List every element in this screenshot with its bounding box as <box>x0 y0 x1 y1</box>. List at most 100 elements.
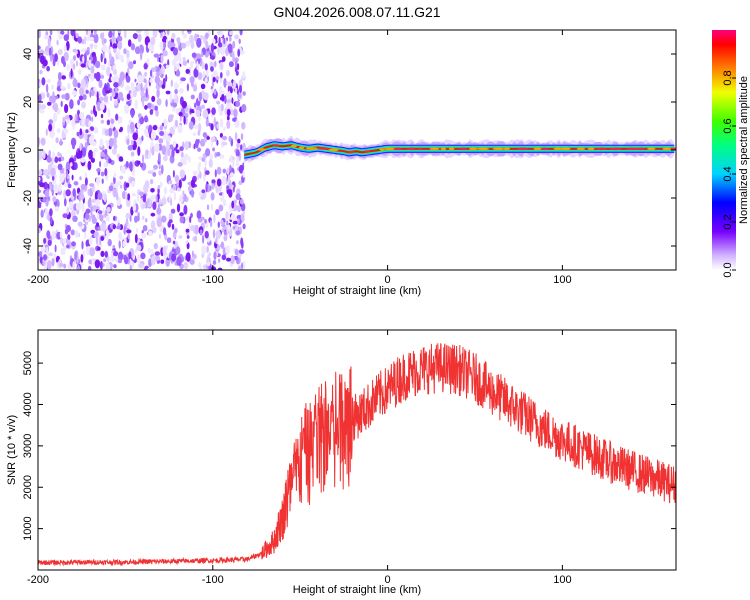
heatmap-noise-cell <box>228 82 233 87</box>
heatmap-noise-cell <box>149 109 154 115</box>
heatmap-noise-cell <box>113 250 119 257</box>
heatmap-noise-cell <box>57 151 60 157</box>
heatmap-noise-cell <box>228 135 232 142</box>
heatmap-noise-cell <box>224 95 227 104</box>
heatmap-noise-cell <box>59 138 62 146</box>
heatmap-noise-cell <box>174 174 180 183</box>
snr-panel: -200 -100 0 100 1000 2000 3000 4000 5000 Height… <box>6 329 677 596</box>
heatmap-noise-cell <box>193 124 198 129</box>
heatmap-noise-cell <box>234 87 238 93</box>
heatmap-noise-cell <box>230 255 235 265</box>
heatmap-noise-cell <box>231 51 235 60</box>
heatmap-noise-cell <box>72 261 76 270</box>
heatmap-noise-cell <box>100 236 105 241</box>
heatmap-noise-cell <box>74 162 78 170</box>
heatmap-noise-cell <box>61 94 66 99</box>
heatmap-noise-cell <box>204 77 208 83</box>
heatmap-noise-cell <box>147 170 153 175</box>
heatmap-noise-cell <box>117 116 123 124</box>
heatmap-noise-cell <box>39 69 43 75</box>
heatmap-noise-cell <box>162 245 167 256</box>
heatmap-noise-cell <box>52 175 55 181</box>
heatmap-noise-cell <box>186 240 189 245</box>
heatmap-noise-cell <box>96 168 101 172</box>
heatmap-noise-cell <box>127 193 131 201</box>
heatmap-noise-cell <box>113 264 117 269</box>
heatmap-noise-cell <box>171 223 175 230</box>
heatmap-noise-cell <box>52 196 57 203</box>
heatmap-noise-cell <box>156 88 160 99</box>
heatmap-noise-cell <box>107 238 112 247</box>
heatmap-noise-cell <box>42 260 46 266</box>
heatmap-noise-cell <box>38 251 43 258</box>
heatmap-noise-cell <box>54 156 59 163</box>
heatmap-track-peak <box>560 147 571 151</box>
heatmap-noise-cell <box>212 260 217 265</box>
heatmap-noise-cell <box>55 137 59 144</box>
heatmap-noise-cell <box>168 219 173 224</box>
heatmap-noise-cell <box>218 258 221 263</box>
heatmap-track-peak <box>459 147 467 151</box>
heatmap-noise-cell <box>79 176 82 181</box>
colorbar-tick-label: 0.8 <box>722 70 734 85</box>
heatmap-noise-cell <box>223 230 227 236</box>
heatmap-noise-cell <box>204 159 207 167</box>
y-tick-label: 40 <box>22 48 34 60</box>
heatmap-noise-cell <box>97 210 103 215</box>
heatmap-noise-cell <box>131 192 136 197</box>
heatmap-noise-cell <box>104 148 108 155</box>
heatmap-noise-cell <box>130 43 136 51</box>
heatmap-noise-cell <box>56 85 62 92</box>
heatmap-noise-cell <box>149 195 156 201</box>
heatmap-noise-cell <box>128 90 131 95</box>
heatmap-noise-cell <box>227 174 231 184</box>
heatmap-noise-cell <box>106 119 111 126</box>
heatmap-noise-cell <box>141 203 146 209</box>
heatmap-noise-cell <box>223 126 226 131</box>
heatmap-noise-cell <box>180 77 186 82</box>
heatmap-noise-cell <box>39 108 45 114</box>
heatmap-noise-cell <box>107 61 111 68</box>
heatmap-noise-cell <box>215 209 220 216</box>
heatmap-noise-cell <box>39 81 42 87</box>
heatmap-noise-cell <box>100 53 103 63</box>
heatmap-noise-cell <box>191 52 197 58</box>
heatmap-noise-cell <box>226 168 230 175</box>
heatmap-noise-cell <box>212 76 216 83</box>
heatmap-noise-cell <box>85 208 91 214</box>
heatmap-noise-cell <box>91 116 94 122</box>
heatmap-noise-cell <box>77 265 80 270</box>
heatmap-noise-cell <box>128 251 132 260</box>
heatmap-noise-cell <box>161 197 167 206</box>
heatmap-noise-cell <box>151 255 156 266</box>
heatmap-noise-cell <box>48 119 53 124</box>
heatmap-noise-cell <box>154 105 159 111</box>
heatmap-noise-cell <box>81 117 87 128</box>
heatmap-noise-cell <box>56 128 61 134</box>
heatmap-noise-cell <box>179 212 185 217</box>
heatmap-noise-cell <box>220 72 223 79</box>
heatmap-noise-cell <box>88 120 91 128</box>
heatmap-noise-cell <box>71 90 78 96</box>
heatmap-noise-cell <box>201 245 207 255</box>
heatmap-noise-cell <box>65 115 70 120</box>
heatmap-noise-cell <box>178 179 182 189</box>
heatmap-noise-cell <box>90 65 95 74</box>
heatmap-noise-cell <box>75 202 81 211</box>
heatmap-noise-cell <box>231 97 234 104</box>
heatmap-noise-cell <box>93 55 96 66</box>
heatmap-noise-cell <box>103 194 107 203</box>
heatmap-noise-cell <box>111 36 116 44</box>
heatmap-noise-cell <box>240 144 243 151</box>
heatmap-noise-cell <box>232 160 235 169</box>
heatmap-noise-cell <box>210 192 215 201</box>
heatmap-noise-cell <box>206 69 209 78</box>
heatmap-noise-cell <box>111 90 116 98</box>
heatmap-noise-cell <box>140 163 144 168</box>
heatmap-noise-cell <box>158 30 162 33</box>
heatmap-noise-cell <box>144 180 150 189</box>
heatmap-noise-cell <box>106 206 111 213</box>
heatmap-noise-cell <box>49 47 52 57</box>
heatmap-noise-cell <box>181 100 187 109</box>
heatmap-noise-cell <box>229 87 233 94</box>
